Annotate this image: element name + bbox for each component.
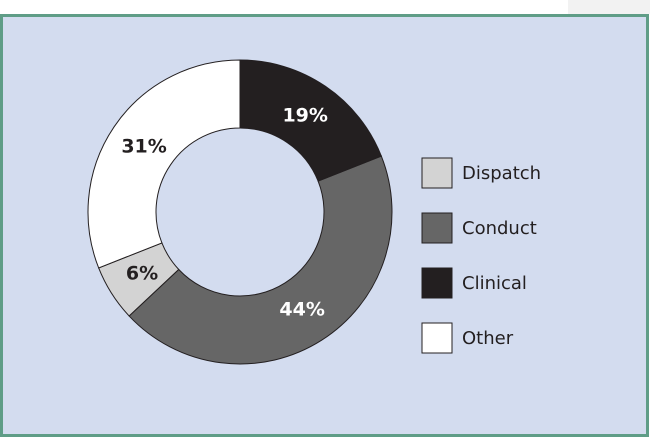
legend-label: Conduct bbox=[462, 218, 537, 239]
legend-label: Other bbox=[462, 328, 514, 349]
legend-swatch bbox=[421, 267, 453, 299]
legend-swatch bbox=[421, 212, 453, 244]
slice bbox=[87, 59, 241, 269]
slice-label: 31% bbox=[121, 135, 166, 157]
slice-label: 44% bbox=[279, 298, 324, 320]
legend-label: Dispatch bbox=[462, 163, 541, 184]
slice-label: 6% bbox=[126, 263, 158, 285]
legend-swatch bbox=[421, 322, 453, 354]
corner bbox=[568, 0, 650, 14]
slice bbox=[128, 155, 393, 365]
legend-label: Clinical bbox=[462, 273, 527, 294]
legend-swatch bbox=[421, 157, 453, 189]
slice-label: 19% bbox=[282, 105, 327, 127]
